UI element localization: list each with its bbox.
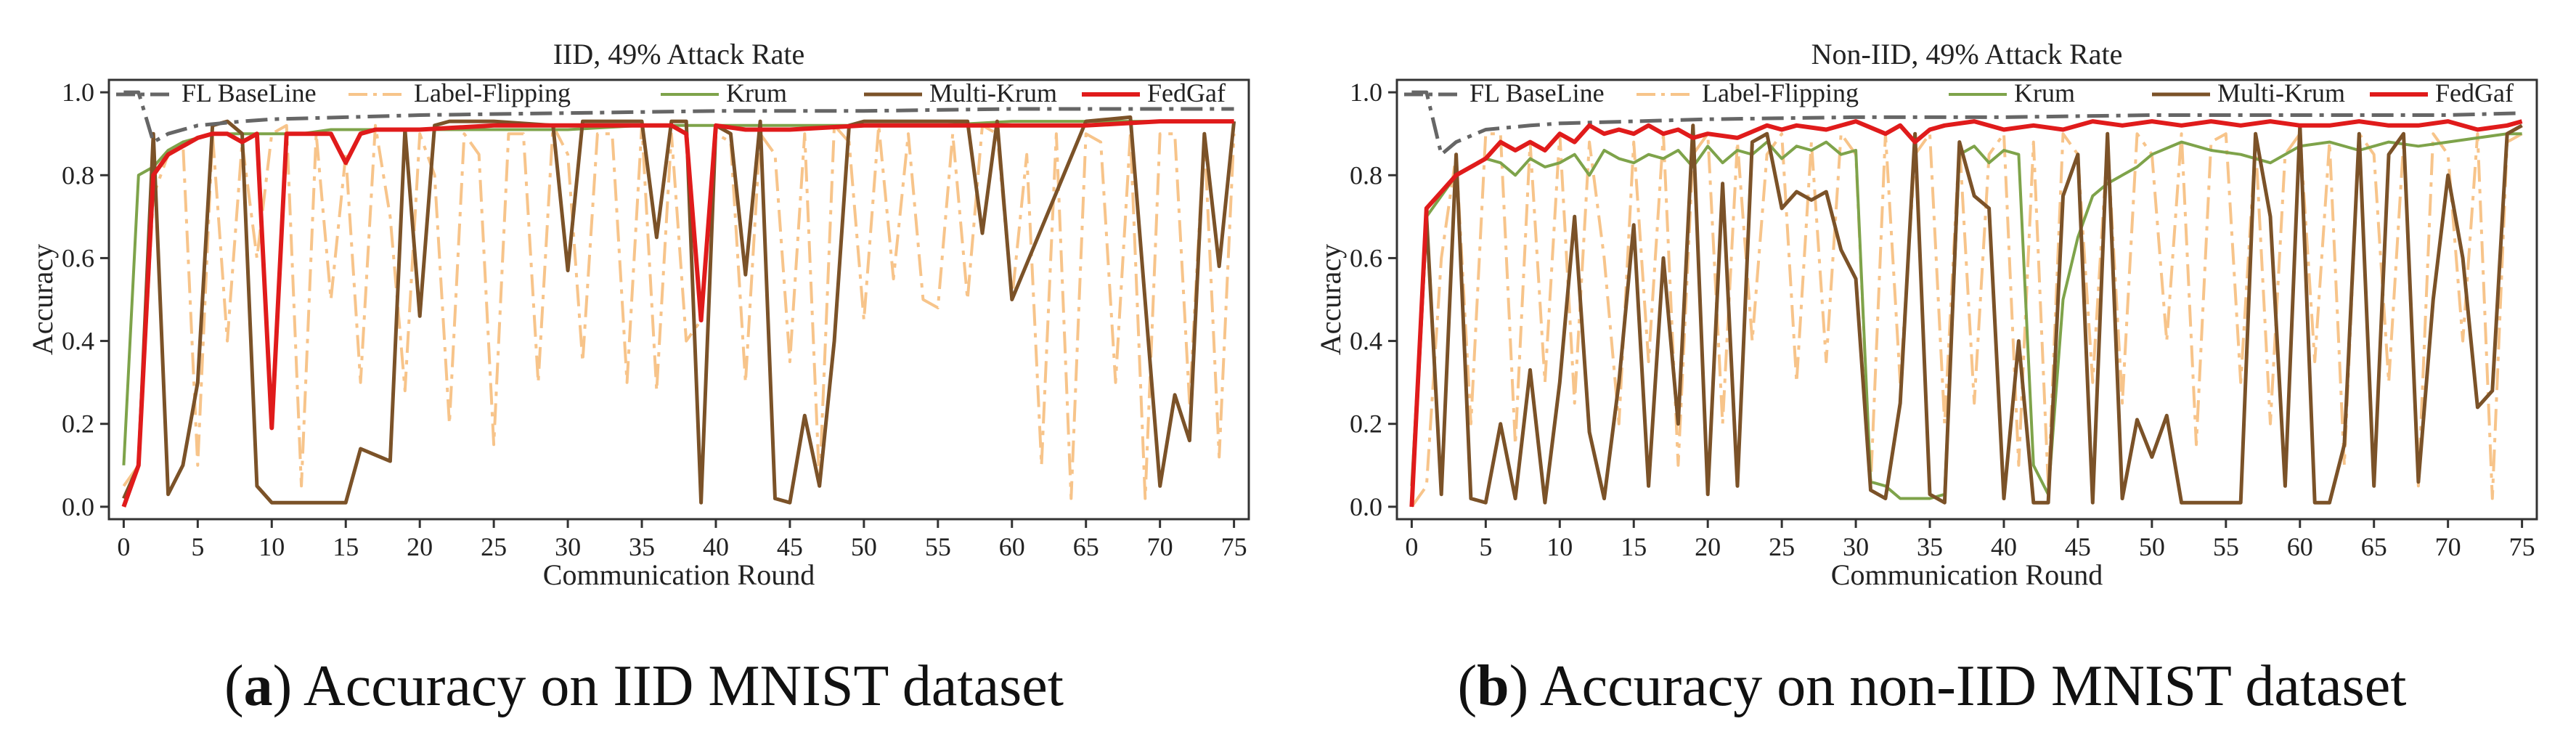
series-multi-krum	[122, 115, 1236, 505]
x-tick-label: 45	[2065, 532, 2091, 561]
plot-frame	[1395, 78, 2538, 521]
x-tick-label: 15	[1621, 532, 1647, 561]
series-label-flipping	[122, 123, 1236, 500]
series-multi-krum	[1409, 123, 2523, 508]
y-tick-label: 0.0	[1350, 492, 1382, 521]
series-fedgaf	[1409, 119, 2523, 508]
x-tick-label: 65	[2361, 532, 2387, 561]
legend-label-krum: Krum	[726, 78, 787, 107]
panel-b: Non-IID, 49% Attack Rate 0 5 10 15 20 25 30 35 40…	[1288, 0, 2576, 753]
caption-a: (a) Accuracy on IID MNIST dataset	[0, 654, 1288, 720]
x-tick-label: 75	[2509, 532, 2535, 561]
caption-letter: a	[243, 654, 273, 718]
x-tick-label: 30	[555, 532, 581, 561]
legend-label-fl-baseline: FL BaseLine	[182, 78, 317, 107]
caption-prefix: (	[1457, 654, 1477, 718]
legend-label-label-flipping: Label-Flipping	[414, 78, 571, 107]
legend: FL BaseLine Label-Flipping Krum Multi-Krum F…	[116, 78, 1226, 107]
y-axis-label: Accuracy	[26, 244, 59, 355]
x-tick-label: 20	[1695, 532, 1721, 561]
legend-label-fedgaf: FedGaf	[1147, 78, 1226, 107]
x-tick-label: 25	[1769, 532, 1795, 561]
x-tick-label: 50	[2139, 532, 2165, 561]
legend-label-fedgaf: FedGaf	[2435, 78, 2514, 107]
y-tick-label: 0.0	[62, 492, 94, 521]
x-tick-label: 55	[925, 532, 951, 561]
x-axis-label: Communication Round	[543, 558, 815, 591]
x-tick-label: 0	[117, 532, 130, 561]
series-fedgaf	[121, 119, 1234, 508]
series-fl-baseline	[123, 90, 1234, 145]
x-tick-label: 10	[1546, 532, 1573, 561]
x-tick-label: 60	[2287, 532, 2313, 561]
y-tick-label: 0.6	[1350, 243, 1382, 272]
x-tick-label: 75	[1221, 532, 1247, 561]
y-tick-label: 0.4	[1350, 327, 1382, 356]
chart-iid: IID, 49% Attack Rate 0 5 10 15 20 25 30 35 40 45 50…	[26, 38, 1250, 591]
x-tick-label: 30	[1843, 532, 1869, 561]
x-tick-label: 45	[777, 532, 803, 561]
x-tick-label: 40	[1991, 532, 2017, 561]
legend: FL BaseLine Label-Flipping Krum Multi-Krum F…	[1404, 78, 2514, 107]
x-tick-label: 55	[2213, 532, 2239, 561]
plot-frame	[107, 78, 1250, 521]
x-tick-label: 60	[999, 532, 1025, 561]
x-tick-label: 65	[1073, 532, 1099, 561]
legend-label-fl-baseline: FL BaseLine	[1470, 78, 1605, 107]
legend-label-multi-krum: Multi-Krum	[2217, 78, 2345, 107]
y-tick-label: 0.4	[62, 327, 94, 356]
x-tick-label: 70	[2435, 532, 2461, 561]
x-tick-label: 25	[481, 532, 507, 561]
y-tick-label: 1.0	[1350, 78, 1382, 107]
y-axis-label: Accuracy	[1314, 244, 1347, 355]
x-axis-label: Communication Round	[1831, 558, 2103, 591]
series-krum	[1410, 132, 2522, 500]
x-tick-label: 20	[407, 532, 433, 561]
y-tick-label: 0.8	[62, 160, 94, 190]
x-tick-label: 5	[1479, 532, 1492, 561]
y-tick-label: 0.8	[1350, 160, 1382, 190]
y-tick-label: 0.2	[1350, 410, 1382, 439]
x-tick-label: 40	[703, 532, 729, 561]
legend-label-label-flipping: Label-Flipping	[1702, 78, 1859, 107]
caption-prefix: (	[224, 654, 244, 718]
caption-text: ) Accuracy on IID MNIST dataset	[272, 654, 1064, 718]
series-fl-baseline	[1411, 90, 2522, 157]
legend-label-krum: Krum	[2014, 78, 2075, 107]
chart-non-iid: Non-IID, 49% Attack Rate 0 5 10 15 20 25 30 35 40…	[1314, 38, 2538, 591]
caption-text: ) Accuracy on non-IID MNIST dataset	[1509, 654, 2407, 718]
chart-title: Non-IID, 49% Attack Rate	[1811, 38, 2123, 70]
legend-label-multi-krum: Multi-Krum	[929, 78, 1057, 107]
x-tick-label: 5	[191, 532, 204, 561]
x-tick-label: 50	[851, 532, 877, 561]
x-tick-label: 15	[333, 532, 359, 561]
x-tick-label: 35	[1917, 532, 1943, 561]
caption-letter: b	[1477, 654, 1509, 718]
y-tick-label: 1.0	[62, 78, 94, 107]
y-tick-label: 0.2	[62, 410, 94, 439]
caption-b: (b) Accuracy on non-IID MNIST dataset	[1288, 654, 2576, 720]
x-tick-label: 35	[629, 532, 655, 561]
x-tick-label: 70	[1147, 532, 1173, 561]
chart-title: IID, 49% Attack Rate	[553, 38, 805, 70]
x-tick-label: 10	[258, 532, 285, 561]
y-tick-label: 0.6	[62, 243, 94, 272]
panel-a: IID, 49% Attack Rate 0 5 10 15 20 25 30 35 40 45 50…	[0, 38, 1288, 720]
x-tick-label: 0	[1405, 532, 1418, 561]
